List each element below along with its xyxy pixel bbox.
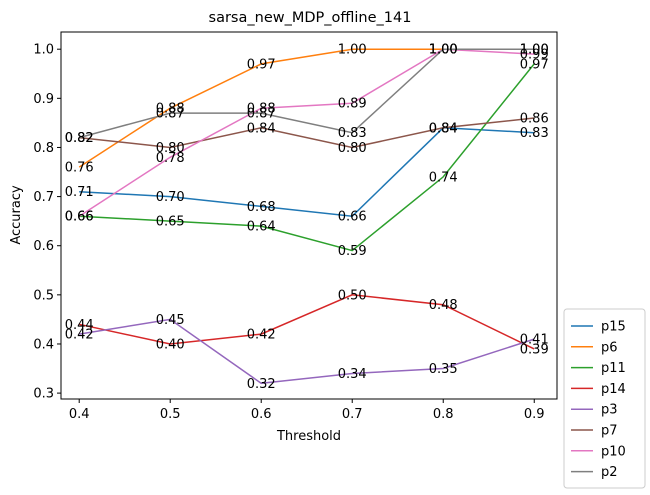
legend-label: p2 xyxy=(601,465,618,480)
data-label-p11: 0.97 xyxy=(520,57,549,72)
legend-label: p3 xyxy=(601,403,618,418)
data-label-p11: 0.65 xyxy=(156,215,185,230)
data-label-p14: 0.39 xyxy=(520,342,549,357)
data-label-p7: 0.84 xyxy=(429,121,458,136)
data-label-p7: 0.80 xyxy=(338,141,367,156)
data-label-p3: 0.41 xyxy=(520,333,549,348)
y-tick-label: 0.7 xyxy=(33,190,54,205)
y-tick-label: 0.8 xyxy=(33,141,54,156)
data-label-p11: 0.74 xyxy=(429,170,458,185)
y-tick-label: 0.4 xyxy=(33,337,54,352)
data-label-p3: 0.45 xyxy=(156,313,185,328)
data-label-p14: 0.40 xyxy=(156,337,185,352)
x-tick-label: 0.5 xyxy=(160,407,181,422)
data-label-p10: 0.78 xyxy=(156,151,185,166)
data-label-p10: 0.99 xyxy=(520,48,549,63)
data-label-p3: 0.42 xyxy=(65,328,94,343)
legend-label: p10 xyxy=(601,444,626,459)
series-line-p11 xyxy=(79,63,535,252)
series-line-p7 xyxy=(79,117,535,149)
series-line-p2 xyxy=(79,48,535,139)
x-tick-label: 0.9 xyxy=(524,407,545,422)
y-tick-label: 0.5 xyxy=(33,288,54,303)
data-label-p7: 0.82 xyxy=(65,131,94,146)
x-tick-label: 0.4 xyxy=(69,407,90,422)
data-label-p15: 0.83 xyxy=(520,126,549,141)
data-label-p2: 0.87 xyxy=(247,107,276,122)
data-label-p15: 0.70 xyxy=(156,190,185,205)
series-line-p3 xyxy=(79,318,535,385)
data-label-p7: 0.84 xyxy=(247,121,276,136)
data-label-p7: 0.86 xyxy=(520,111,549,126)
data-label-p6: 1.00 xyxy=(338,43,367,58)
data-label-p6: 1.00 xyxy=(520,43,549,58)
data-label-p11: 0.66 xyxy=(65,210,94,225)
legend-label: p7 xyxy=(601,424,618,439)
legend: p15 p6 p11 p14 p3 p7 p10 p2 xyxy=(563,308,646,489)
data-label-p6: 0.76 xyxy=(65,161,94,176)
data-label-p3: 0.35 xyxy=(429,362,458,377)
y-tick-label: 0.6 xyxy=(33,239,54,254)
series-line-p15 xyxy=(79,127,535,217)
legend-label: p6 xyxy=(601,340,618,355)
data-label-p15: 0.71 xyxy=(65,185,94,200)
y-tick-label: 0.3 xyxy=(33,387,54,402)
data-label-p2: 1.00 xyxy=(520,43,549,58)
series-line-p14 xyxy=(79,294,535,350)
x-tick-label: 0.8 xyxy=(433,407,454,422)
data-label-p6: 1.00 xyxy=(429,43,458,58)
x-axis: 0.4 0.5 0.6 0.7 0.8 0.9 xyxy=(69,399,545,422)
data-label-p10: 1.00 xyxy=(429,43,458,58)
data-label-p2: 0.83 xyxy=(338,126,367,141)
data-label-p10: 0.66 xyxy=(65,210,94,225)
data-label-p10: 0.89 xyxy=(338,97,367,112)
y-axis-label: Accuracy xyxy=(9,185,24,245)
series-line-p10 xyxy=(78,48,535,217)
y-tick-label: 1.0 xyxy=(33,43,54,58)
legend-label: p15 xyxy=(601,320,626,335)
x-tick-label: 0.6 xyxy=(251,407,272,422)
data-label-p15: 0.68 xyxy=(247,200,276,215)
data-label-p14: 0.44 xyxy=(65,318,94,333)
data-label-p2: 0.87 xyxy=(156,107,185,122)
data-label-p14: 0.48 xyxy=(429,298,458,313)
data-label-p7: 0.80 xyxy=(156,141,185,156)
legend-box xyxy=(563,308,646,489)
data-label-p15: 0.84 xyxy=(429,121,458,136)
data-label-p11: 0.59 xyxy=(338,244,367,259)
x-axis-label: Threshold xyxy=(276,429,341,444)
data-label-p15: 0.66 xyxy=(338,210,367,225)
y-tick-label: 0.9 xyxy=(33,92,54,107)
legend-label: p14 xyxy=(601,382,626,397)
data-label-p10: 0.88 xyxy=(247,102,276,117)
data-label-p3: 0.34 xyxy=(338,367,367,382)
data-label-p14: 0.42 xyxy=(247,328,276,343)
data-label-p6: 0.88 xyxy=(156,102,185,117)
x-tick-label: 0.7 xyxy=(342,407,363,422)
data-label-p2: 1.00 xyxy=(429,43,458,58)
data-label-p6: 0.97 xyxy=(247,57,276,72)
chart-title: sarsa_new_MDP_offline_141 xyxy=(209,10,412,26)
data-label-p3: 0.32 xyxy=(247,377,276,392)
y-axis: 0.3 0.4 0.5 0.6 0.7 0.8 0.9 1.0 xyxy=(33,43,61,402)
data-label-p2: 0.82 xyxy=(65,131,94,146)
legend-label: p11 xyxy=(601,361,626,376)
axes-frame xyxy=(60,31,558,400)
plot-area: 0.71 0.700.680.660.84 0.830.760.880.971.00… xyxy=(65,43,549,392)
data-label-p11: 0.64 xyxy=(247,220,276,235)
data-label-p14: 0.50 xyxy=(338,288,367,303)
